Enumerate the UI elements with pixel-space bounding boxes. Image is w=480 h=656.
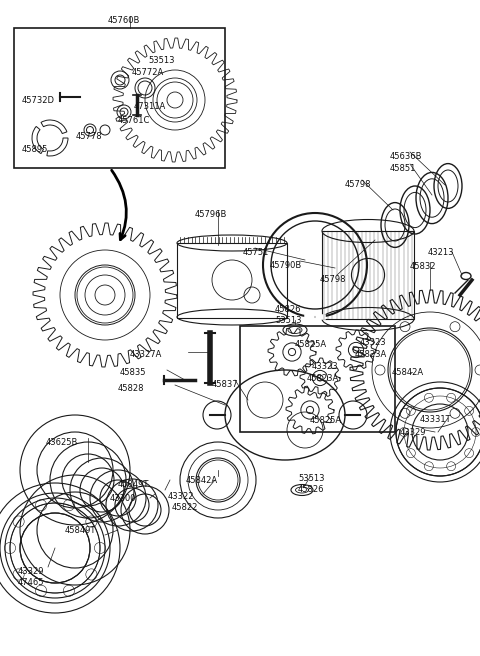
- Text: 45798: 45798: [345, 180, 372, 189]
- Text: 53513: 53513: [148, 56, 175, 65]
- Text: 45825A: 45825A: [295, 340, 327, 349]
- Text: 45851: 45851: [390, 164, 416, 173]
- Text: 45823A: 45823A: [307, 374, 339, 383]
- Bar: [177, 243, 287, 318]
- Text: 45837: 45837: [212, 380, 239, 389]
- Text: 45842A: 45842A: [392, 368, 424, 377]
- Text: 47465: 47465: [18, 578, 45, 587]
- Text: 43327A: 43327A: [130, 350, 162, 359]
- Text: 43329: 43329: [400, 428, 427, 437]
- Text: 45849T: 45849T: [118, 480, 149, 489]
- Text: 53513: 53513: [298, 474, 324, 483]
- Text: 45761C: 45761C: [118, 116, 150, 125]
- Text: 45822: 45822: [172, 503, 198, 512]
- Text: 53513: 53513: [275, 316, 301, 325]
- Text: 45828: 45828: [118, 384, 144, 393]
- Text: 43323: 43323: [360, 338, 386, 347]
- Text: 45636B: 45636B: [390, 152, 422, 161]
- Text: 45772A: 45772A: [132, 68, 164, 77]
- Text: 45825A: 45825A: [310, 416, 342, 425]
- Text: 45790B: 45790B: [270, 261, 302, 270]
- Text: 45798: 45798: [320, 275, 347, 284]
- Text: 45835: 45835: [120, 368, 146, 377]
- Text: 45849T: 45849T: [65, 526, 96, 535]
- Text: 45895: 45895: [22, 145, 48, 154]
- Text: 43213: 43213: [428, 248, 455, 257]
- Text: 43323: 43323: [312, 362, 338, 371]
- Text: 43331T: 43331T: [420, 415, 452, 424]
- Text: 45823A: 45823A: [355, 350, 387, 359]
- Text: 45826: 45826: [298, 485, 324, 494]
- Text: 45732D: 45732D: [22, 96, 55, 105]
- Text: 43300: 43300: [110, 494, 136, 503]
- Text: 45826: 45826: [275, 305, 301, 314]
- Text: 45842A: 45842A: [186, 476, 218, 485]
- Text: 45832: 45832: [410, 262, 436, 271]
- Text: 43625B: 43625B: [46, 438, 78, 447]
- Bar: [240, 326, 395, 432]
- Text: 43322: 43322: [168, 492, 194, 501]
- Text: 45751: 45751: [243, 248, 269, 257]
- Text: 45796B: 45796B: [195, 210, 228, 219]
- Text: 43329: 43329: [18, 567, 45, 576]
- Bar: [14, 28, 225, 168]
- Text: 47311A: 47311A: [134, 102, 166, 111]
- Text: 45778: 45778: [76, 132, 103, 141]
- Text: 45760B: 45760B: [108, 16, 140, 25]
- Bar: [322, 231, 414, 319]
- Ellipse shape: [461, 272, 471, 279]
